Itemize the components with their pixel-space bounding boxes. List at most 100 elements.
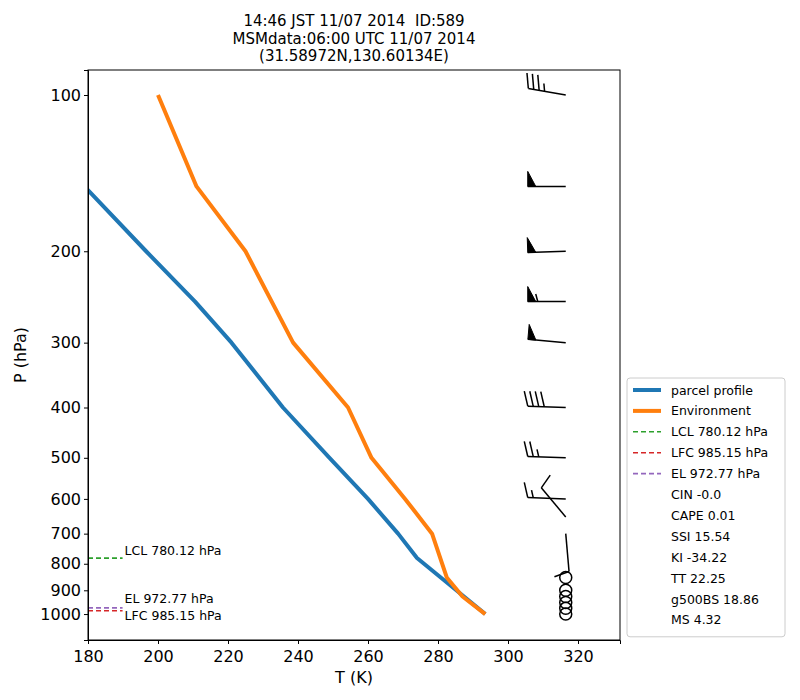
barb-feather: [524, 391, 527, 406]
wind-barb: [560, 584, 572, 596]
y-tick: 800: [50, 554, 88, 573]
legend-index: CIN -0.0: [671, 487, 721, 502]
y-tick-mark: [84, 458, 88, 459]
x-axis-title: T (K): [334, 668, 373, 687]
barb-flag: [527, 238, 536, 253]
x-tick-mark: [578, 640, 579, 644]
barb-feather: [532, 74, 533, 89]
x-tick-label: 280: [423, 647, 454, 666]
y-tick-mark: [84, 95, 88, 96]
y-tick: 1000: [40, 605, 88, 624]
y-tick-label: 400: [50, 398, 81, 417]
profile-line: [88, 186, 485, 614]
y-tick: 200: [50, 242, 88, 261]
wind-barb: [524, 441, 565, 457]
x-tick-mark: [298, 640, 299, 644]
barb-feather: [530, 391, 533, 406]
legend-index: KI -34.22: [671, 550, 727, 565]
wind-barb: [527, 73, 566, 95]
legend-label: EL 972.77 hPa: [671, 466, 760, 481]
x-tick-mark: [158, 640, 159, 644]
x-tick: 200: [143, 640, 174, 666]
level-line: [88, 557, 123, 559]
barb-half-feather: [536, 294, 538, 302]
y-tick: 400: [50, 398, 88, 417]
y-tick-mark: [84, 534, 88, 535]
legend-label: parcel profile: [671, 383, 753, 398]
y-tick-mark: [84, 343, 88, 344]
wind-barb: [528, 287, 566, 302]
plot-frame: [88, 70, 620, 640]
legend-index: MS 4.32: [671, 612, 722, 627]
x-tick: 300: [493, 640, 524, 666]
legend-box: [627, 378, 785, 637]
y-axis-line: [84, 71, 89, 641]
x-tick-mark: [368, 640, 369, 644]
barb-feather: [538, 75, 539, 90]
y-axis-title: P (hPa): [11, 327, 30, 383]
y-axis: 100 200 300 400 500 600 700 800 900 1000: [40, 71, 88, 641]
legend-handle: [633, 452, 661, 454]
barb-staff: [541, 488, 565, 517]
x-tick-mark: [228, 640, 229, 644]
y-tick: 300: [50, 333, 88, 352]
barb-feather: [524, 441, 527, 456]
calm-circle: [560, 584, 572, 596]
y-tick: 900: [50, 581, 88, 600]
x-tick: 280: [423, 640, 454, 666]
x-axis: 180 200 220 240 260 280 300 320: [73, 640, 620, 666]
legend: parcel profileEnvironmentLCL 780.12 hPaL…: [627, 378, 785, 637]
legend-label: LCL 780.12 hPa: [671, 424, 768, 439]
wind-barb: [541, 475, 565, 517]
y-tick-label: 700: [50, 524, 81, 543]
wind-barb: [524, 482, 565, 498]
y-tick-label: 200: [50, 242, 81, 261]
x-tick: 260: [353, 640, 384, 666]
x-tick: 180: [73, 640, 104, 666]
y-tick: 100: [50, 86, 88, 105]
legend-handle: [633, 409, 661, 413]
title: 14:46 JST 11/07 2014 ID:589MSMdata:06:00…: [233, 12, 476, 65]
y-tick-label: 300: [50, 333, 81, 352]
wind-barb: [524, 391, 565, 407]
legend-handle: [633, 473, 661, 475]
x-tick-label: 240: [283, 647, 314, 666]
legend-index: g500BS 18.86: [671, 592, 759, 607]
wind-barb: [528, 171, 566, 186]
barb-half-feather: [543, 84, 545, 92]
y-tick-label: 500: [50, 448, 81, 467]
x-axis-line: [89, 641, 621, 645]
y-tick: 600: [50, 490, 88, 509]
legend-handle: [633, 431, 661, 433]
legend-index: SSI 15.54: [671, 529, 730, 544]
wind-barb: [527, 238, 566, 253]
x-tick: 220: [213, 640, 244, 666]
y-tick-label: 600: [50, 490, 81, 509]
plot-area: [88, 73, 572, 620]
x-tick-mark: [508, 640, 509, 644]
wind-barb: [528, 324, 566, 342]
barb-half-feather: [532, 490, 534, 498]
barb-feather: [530, 442, 533, 457]
legend-label: LFC 985.15 hPa: [671, 445, 768, 460]
barb-feather: [535, 391, 538, 406]
barb-staff: [528, 456, 566, 457]
y-tick-mark: [84, 614, 88, 615]
y-tick-mark: [84, 499, 88, 500]
y-tick: 700: [50, 524, 88, 543]
barb-feather: [527, 73, 528, 88]
level-label: EL 972.77 hPa: [125, 591, 214, 606]
x-tick-mark: [438, 640, 439, 644]
barb-feather: [541, 475, 550, 488]
x-tick-label: 320: [563, 647, 594, 666]
chart: 14:46 JST 11/07 2014 ID:589MSMdata:06:00…: [0, 0, 800, 700]
title-line: (31.58972N,130.60134E): [259, 47, 449, 65]
x-tick-label: 180: [73, 647, 104, 666]
y-tick-label: 1000: [40, 605, 81, 624]
barb-flag: [528, 287, 536, 302]
level-line: [88, 610, 123, 612]
y-tick-mark: [84, 564, 88, 565]
x-tick-label: 200: [143, 647, 174, 666]
title-line: 14:46 JST 11/07 2014 ID:589: [243, 12, 464, 30]
barb-staff: [566, 534, 569, 572]
